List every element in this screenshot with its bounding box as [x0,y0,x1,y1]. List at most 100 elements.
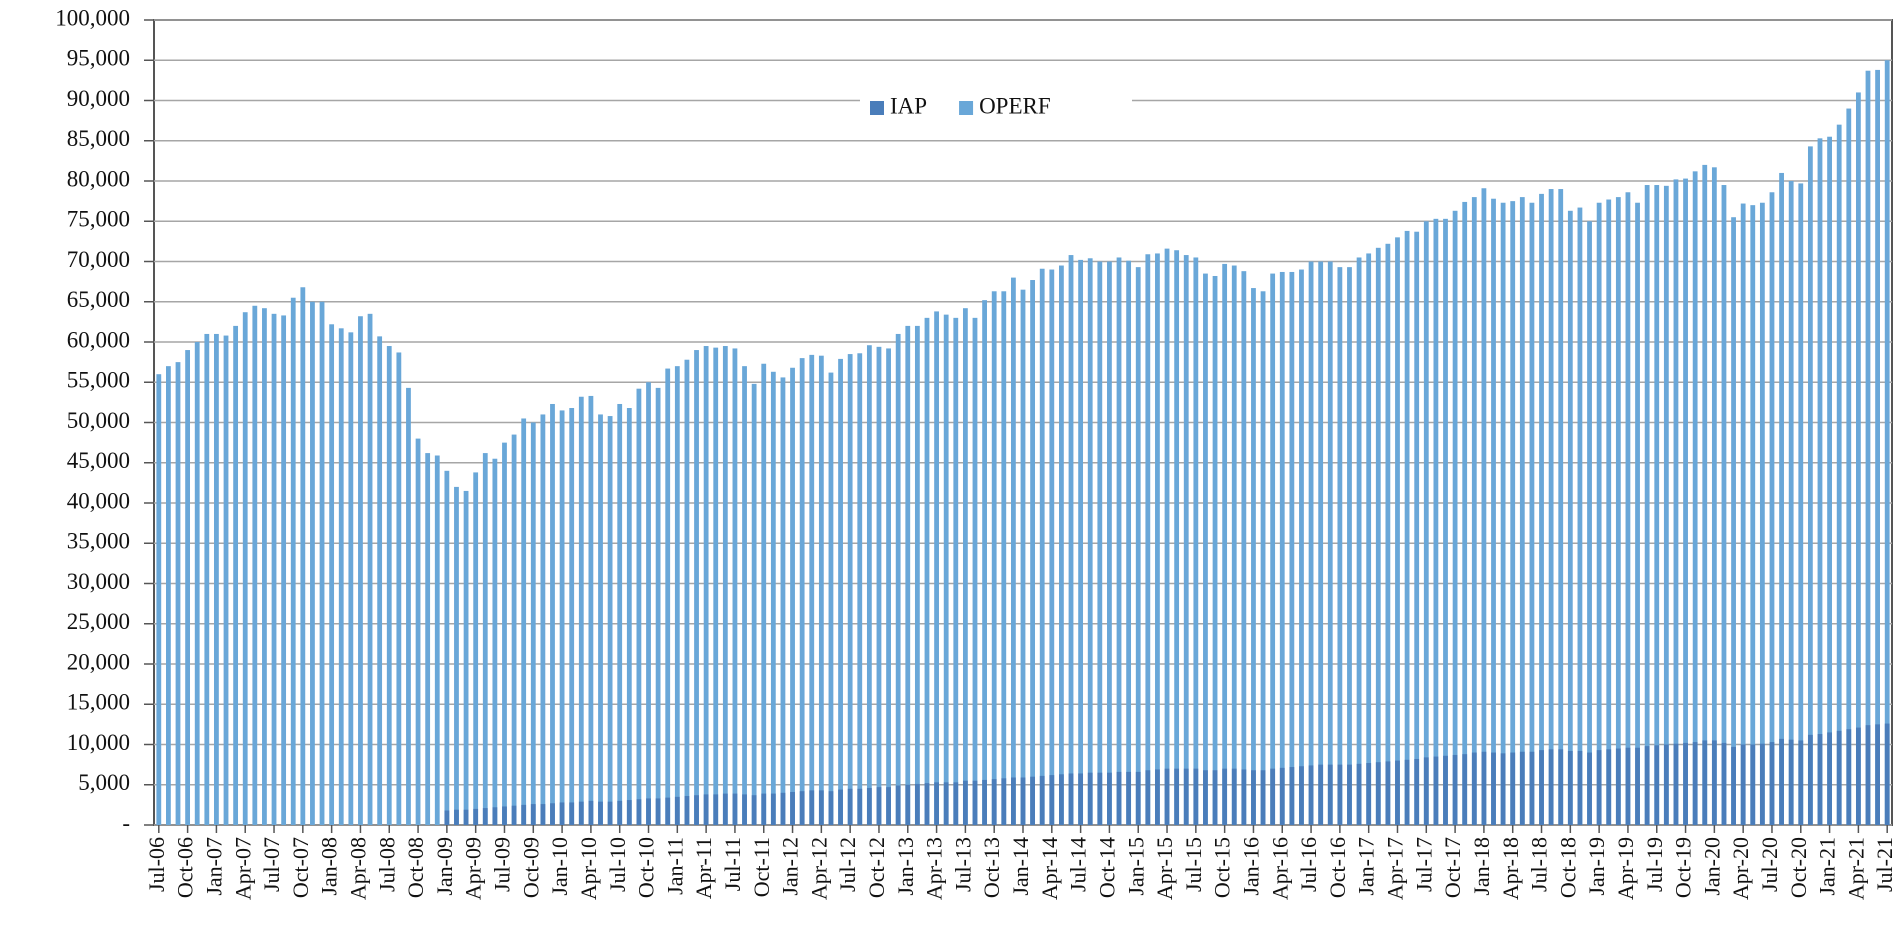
bar [1875,724,1880,825]
x-tick-label: Apr-10 [576,837,601,900]
bar [770,793,776,825]
bar [1827,136,1832,826]
bar [694,795,699,825]
bar [751,795,757,825]
bar [1212,770,1218,825]
bar [1020,289,1026,825]
bar [1203,273,1208,825]
x-tick-label: Oct-11 [749,837,774,897]
legend-swatch [870,101,884,115]
bar [1059,265,1064,825]
bar [1683,742,1688,825]
bar [703,794,709,825]
bar [1299,269,1304,825]
bar [1558,749,1564,825]
y-tick-label: 95,000 [67,46,130,71]
y-tick-label: 80,000 [67,166,130,191]
bar [1481,188,1487,825]
bar [396,352,402,825]
bar [1740,203,1746,826]
bar [684,359,690,825]
bar [310,301,315,825]
bar [1068,255,1074,825]
bar [1615,748,1621,825]
bar [1241,769,1247,825]
x-tick-label: Apr-15 [1152,837,1177,900]
bar [454,486,459,825]
bar [281,315,287,825]
bar [1491,198,1496,825]
bar [338,328,344,825]
bar [1721,742,1727,825]
x-tick-label: Apr-08 [345,837,370,900]
bar [809,790,815,825]
x-tick-label: Jul-15 [1181,837,1206,892]
bar [1174,250,1180,826]
bar [1068,773,1074,825]
x-tick-label: Jul-12 [835,837,860,892]
x-tick-label: Apr-14 [1037,837,1062,900]
bar [1145,254,1151,825]
bar [962,308,968,825]
bar [262,308,267,825]
bar [1375,247,1381,825]
bar [1001,778,1007,825]
bar [1471,752,1477,825]
bar [962,780,968,825]
bar [1097,261,1103,825]
bar [1673,743,1679,825]
x-tick-label: Apr-20 [1728,837,1753,900]
bar [972,780,978,825]
bar [684,796,690,825]
bar [194,342,200,825]
bar [454,809,459,825]
x-tick-label: Jan-16 [1238,837,1263,896]
x-tick-label: Jul-19 [1642,837,1667,892]
x-tick-label: Jan-19 [1584,837,1609,896]
bar [521,418,527,825]
bar [1529,202,1535,826]
bar [1548,189,1554,826]
x-tick-label: Apr-12 [806,837,831,900]
bar [1606,199,1612,825]
x-tick-label: Oct-15 [1210,837,1235,898]
bar [895,785,901,825]
bar [828,791,834,825]
bar [1414,758,1420,825]
y-tick-label: 100,000 [55,5,130,30]
bar [982,300,987,825]
bar [1673,179,1679,825]
bar [1203,770,1208,825]
bar [866,787,872,825]
x-tick-label: Jul-13 [950,837,975,892]
x-tick-label: Apr-09 [461,837,486,900]
x-tick-label: Apr-19 [1613,837,1638,900]
y-tick-label: - [122,810,130,835]
bar [943,782,949,825]
bar [1500,202,1506,826]
bar [1587,221,1592,825]
bar [1491,752,1496,825]
bar [655,387,661,825]
bar [530,422,536,825]
bar [502,442,507,825]
legend-label: IAP [890,93,927,118]
x-tick-label: Apr-13 [922,837,947,900]
bar [1183,255,1189,825]
bar [1289,271,1295,826]
bar [761,363,767,825]
y-tick-label: 85,000 [67,126,130,151]
bar [838,358,843,825]
bar [1423,757,1429,825]
bar [271,313,277,825]
x-tick-label: Jan-07 [201,837,226,896]
bar [1231,768,1237,825]
bar [914,783,920,825]
bar [1827,732,1832,825]
y-tick-label: 65,000 [67,287,130,312]
bar [991,291,997,825]
bar [713,347,719,825]
bar [1702,740,1708,825]
bar [1289,767,1295,825]
bar [1567,750,1573,825]
